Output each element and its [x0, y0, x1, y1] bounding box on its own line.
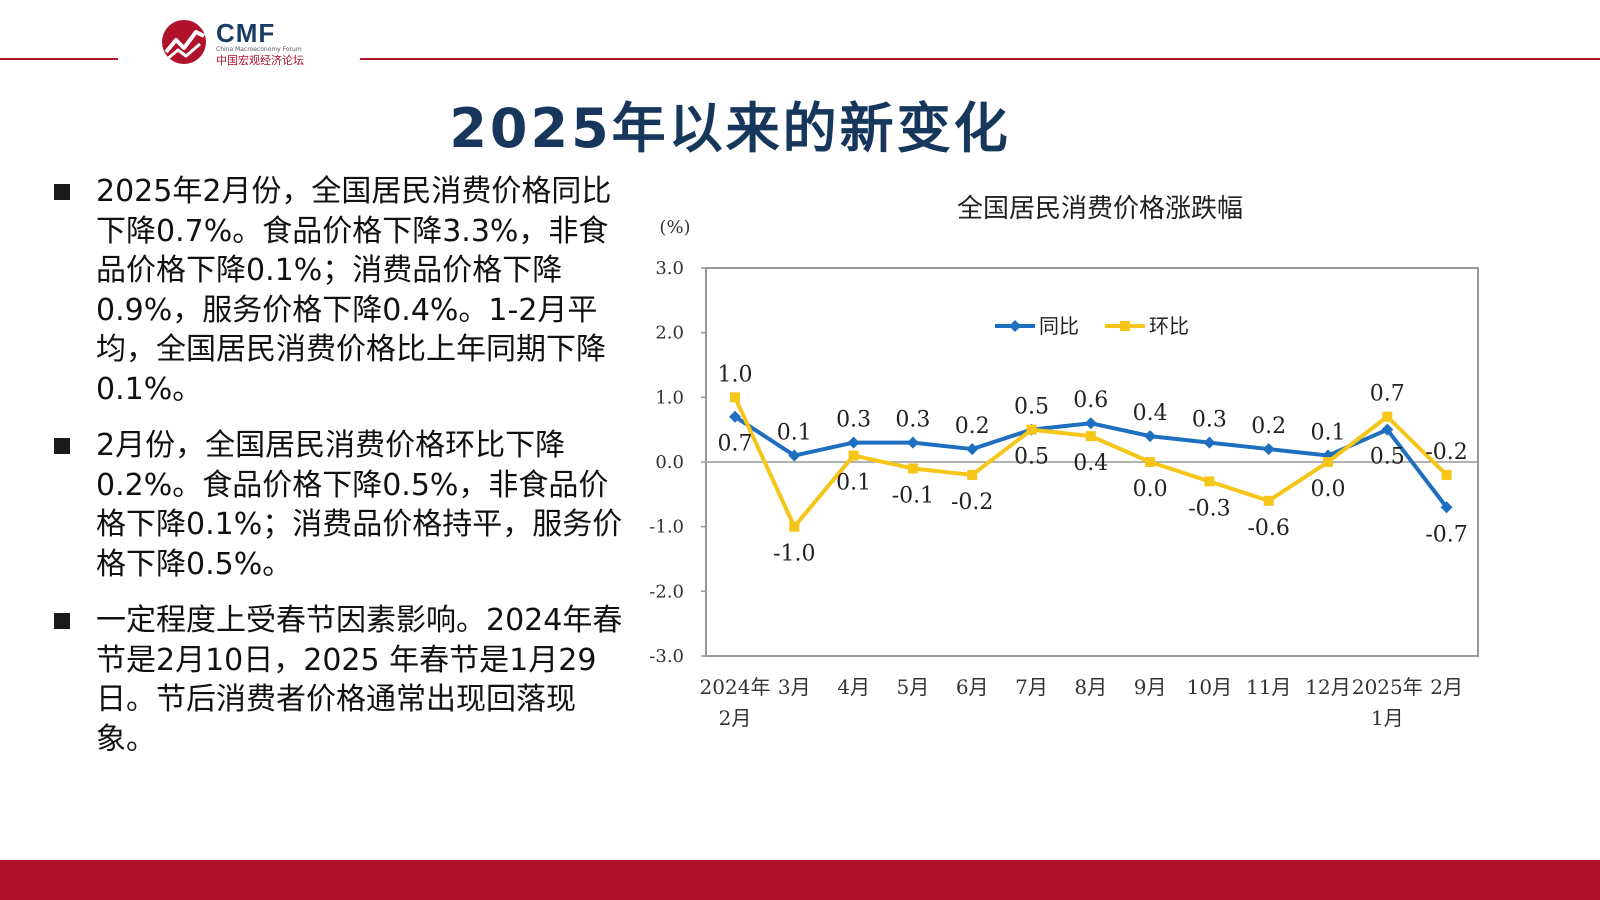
data-label: 0.0 [1133, 477, 1168, 502]
x-tick-label: 9月 [1134, 675, 1167, 699]
cpi-line-chart: 全国居民消费价格涨跌幅 (%) 3.0 2.0 1.0 0.0 -1.0 -2.0 -3.0 20… [649, 194, 1479, 730]
legend-label: 同比 [1039, 314, 1079, 338]
data-point [1263, 495, 1274, 506]
y-tick-label: -3.0 [649, 646, 684, 667]
x-tick-label: 7月 [1015, 675, 1048, 699]
data-label: 0.1 [777, 421, 812, 446]
bullet-text: 2025年2月份，全国居民消费价格同比下降0.7%。食品价格下降3.3%，非食品… [96, 174, 612, 407]
logo-subtitle-cn: 中国宏观经济论坛 [216, 54, 304, 67]
x-tick-label: 11月 [1246, 675, 1291, 699]
page-title: 2025年以来的新变化 [449, 97, 1011, 160]
x-tick-label: 2月 [1430, 675, 1463, 699]
data-label: -0.2 [1425, 440, 1467, 465]
data-label: 0.3 [836, 408, 871, 433]
y-tick-label: -1.0 [649, 517, 684, 538]
data-point [1026, 424, 1037, 435]
data-label: -0.2 [951, 490, 993, 515]
data-point [906, 436, 919, 449]
x-tick-label: 6月 [956, 675, 989, 699]
data-label: 0.4 [1133, 401, 1168, 426]
data-point [1204, 476, 1215, 487]
bullet-item: 一定程度上受春节因素影响。2024年春节是2月10日，2025 年春节是1月29… [52, 601, 632, 759]
data-label: 0.7 [1370, 382, 1405, 407]
logo-subtitle-en: China Macroeconomy Forum [216, 46, 302, 53]
x-tick-label: 10月 [1187, 675, 1232, 699]
y-tick-label: 2.0 [655, 323, 684, 344]
data-label: -0.1 [892, 483, 934, 508]
x-tick-label: 5月 [897, 675, 930, 699]
bullet-square-icon [54, 613, 70, 629]
x-tick-label: 4月 [837, 675, 870, 699]
data-label: 0.4 [1073, 451, 1108, 476]
x-tick-label: 8月 [1074, 675, 1107, 699]
data-label: 0.5 [1370, 445, 1405, 470]
data-point [729, 410, 741, 423]
data-point [1084, 417, 1097, 430]
data-point [1382, 411, 1393, 422]
cmf-logo-icon [162, 20, 206, 64]
y-tick-label: -2.0 [649, 581, 684, 602]
data-point [1323, 457, 1333, 467]
data-point [1381, 423, 1394, 436]
data-label: 0.2 [955, 414, 990, 439]
bullet-square-icon [54, 438, 70, 454]
data-point [788, 449, 801, 462]
data-label: -0.7 [1425, 522, 1467, 547]
y-tick-label: 3.0 [655, 258, 684, 279]
data-point [1203, 436, 1216, 449]
data-label: -0.3 [1188, 496, 1230, 521]
bullet-text: 一定程度上受春节因素影响。2024年春节是2月10日，2025 年春节是1月29… [96, 603, 623, 757]
data-point [847, 436, 860, 449]
data-point [1262, 443, 1275, 456]
data-point [730, 392, 740, 403]
chart-title: 全国居民消费价格涨跌幅 [957, 194, 1243, 224]
data-point [789, 521, 800, 532]
x-tick-label: 1月 [1371, 706, 1404, 730]
data-point [907, 463, 918, 474]
data-point [1441, 469, 1452, 480]
bullet-item: 2025年2月份，全国居民消费价格同比下降0.7%。食品价格下降3.3%，非食品… [52, 172, 632, 409]
data-point [966, 443, 979, 456]
y-tick-label: 0.0 [655, 452, 684, 473]
bullet-list: 2025年2月份，全国居民消费价格同比下降0.7%。食品价格下降3.3%，非食品… [52, 172, 632, 776]
footer-bar [0, 860, 1600, 900]
legend-swatch-marker [1120, 321, 1130, 331]
legend-label: 环比 [1149, 314, 1189, 338]
data-point [1144, 430, 1157, 443]
bullet-square-icon [54, 184, 70, 200]
x-tick-label: 3月 [778, 675, 811, 699]
x-tick-label: 2025年 [1352, 675, 1423, 699]
data-label: 0.2 [1251, 414, 1286, 439]
data-label: 0.1 [836, 471, 871, 496]
data-label: 0.3 [1192, 408, 1227, 433]
x-tick-label: 2024年 [700, 675, 771, 699]
bullet-text: 2月份，全国居民消费价格环比下降0.2%。食品价格下降0.5%，非食品价格下降0… [96, 428, 623, 582]
legend-swatch-marker [1009, 320, 1021, 332]
bullet-item: 2月份，全国居民消费价格环比下降0.2%。食品价格下降0.5%，非食品价格下降0… [52, 426, 632, 584]
data-label: 0.0 [1311, 477, 1346, 502]
data-point [1440, 501, 1453, 514]
data-label: -1.0 [773, 542, 815, 567]
data-point [1145, 457, 1156, 467]
data-label: 0.5 [1014, 395, 1049, 420]
header-rule-left [0, 58, 118, 60]
x-tick-label: 2月 [719, 706, 752, 730]
data-label: 0.6 [1073, 388, 1108, 413]
cmf-logo: CMF China Macroeconomy Forum 中国宏观经济论坛 [160, 18, 360, 68]
chart-unit-label: (%) [659, 217, 690, 238]
data-point [1085, 431, 1096, 442]
data-label: 0.1 [1311, 421, 1346, 446]
data-label: 0.5 [1014, 445, 1049, 470]
header-rule-right [360, 58, 1600, 60]
y-tick-label: 1.0 [655, 387, 684, 408]
logo-text: CMF [216, 18, 276, 48]
data-point [848, 450, 859, 461]
x-tick-label: 12月 [1305, 675, 1350, 699]
data-label: 1.0 [718, 362, 753, 387]
data-point [967, 469, 978, 480]
data-label: 0.3 [895, 408, 930, 433]
data-label: 0.7 [718, 432, 753, 457]
data-label: -0.6 [1247, 516, 1289, 541]
